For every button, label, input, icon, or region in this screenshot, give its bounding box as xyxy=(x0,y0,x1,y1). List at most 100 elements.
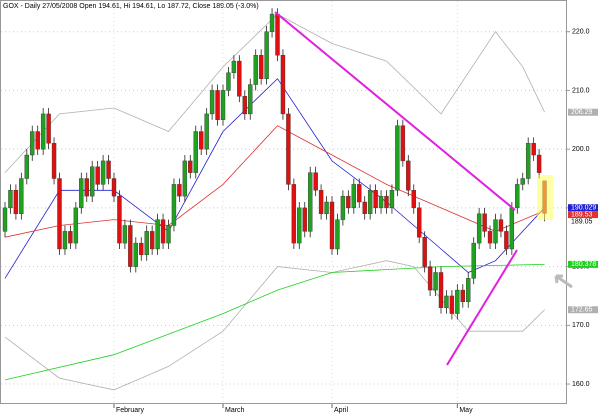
value-label: 189.53 xyxy=(571,212,593,219)
y-tick-label: 210.0 xyxy=(572,87,590,94)
candle-body xyxy=(79,178,84,209)
candle-body xyxy=(106,160,111,179)
candle-body xyxy=(531,143,536,156)
candle-body xyxy=(536,154,542,173)
value-label: 190.029 xyxy=(571,205,596,212)
candle-body xyxy=(24,154,29,179)
indicator-line xyxy=(4,125,545,238)
candle-body xyxy=(417,207,422,238)
candle-body xyxy=(280,54,286,115)
candle-body xyxy=(504,231,509,250)
candle-body xyxy=(73,207,79,244)
candle-body xyxy=(406,160,411,191)
candle-body xyxy=(302,207,307,232)
value-label: 180.378 xyxy=(571,261,596,268)
value-label-box xyxy=(568,306,598,314)
candle-body xyxy=(128,225,133,267)
candle-body xyxy=(487,231,493,244)
candle-body xyxy=(351,184,356,209)
candle-body xyxy=(46,113,51,144)
y-tick-label: 170.0 xyxy=(572,322,590,329)
chart-title: GOX - Daily 27/05/2008 Open 194.61, Hi 1… xyxy=(3,3,259,10)
candle-body xyxy=(264,31,269,79)
candle-body xyxy=(515,184,520,209)
candle-body xyxy=(427,266,433,291)
candle-body xyxy=(100,160,106,185)
candle-body xyxy=(378,195,384,209)
y-tick-label: 220.0 xyxy=(572,29,590,36)
candle-body xyxy=(269,13,275,32)
candle-body xyxy=(329,201,335,250)
candle-body xyxy=(215,90,220,120)
candle-body xyxy=(389,190,395,209)
candle-body xyxy=(209,90,215,115)
candle-body xyxy=(2,207,8,232)
candle-body xyxy=(51,143,57,179)
candle-body xyxy=(324,201,329,214)
candle-body xyxy=(460,289,465,303)
x-tick-label: February xyxy=(116,407,145,414)
candle-body xyxy=(253,54,258,85)
candle-body xyxy=(433,272,438,291)
value-label-box xyxy=(568,211,598,219)
candle-body xyxy=(30,131,35,156)
candle-body xyxy=(395,125,400,191)
candle-body xyxy=(13,190,19,214)
x-tick-label: April xyxy=(334,407,348,414)
candle-body xyxy=(357,184,362,203)
candle-body xyxy=(122,225,128,244)
value-label: 172.65 xyxy=(571,307,593,314)
candle-body xyxy=(204,113,209,150)
indicator-line xyxy=(4,13,545,173)
candle-body xyxy=(308,172,313,232)
value-label-box xyxy=(568,204,598,212)
candle-body xyxy=(220,90,226,120)
candle-body xyxy=(509,207,515,250)
x-tick-label: May xyxy=(459,407,473,414)
x-tick-label: March xyxy=(225,407,245,414)
candle-body xyxy=(444,295,449,308)
candle-body xyxy=(166,225,171,244)
candle-body xyxy=(482,213,487,232)
candle-body xyxy=(155,219,160,250)
candle-body xyxy=(297,207,302,244)
candle-body xyxy=(449,295,455,314)
candle-body xyxy=(455,289,460,314)
arrow xyxy=(554,274,573,289)
candle-body xyxy=(111,178,117,197)
candle-body xyxy=(149,231,155,250)
trend-line xyxy=(446,249,518,366)
candle-body xyxy=(117,195,122,244)
candle-body xyxy=(57,178,62,250)
highlight-box xyxy=(537,175,553,220)
candle-body xyxy=(35,131,40,150)
y-tick-label: 160.0 xyxy=(572,381,590,388)
candle-body xyxy=(340,195,346,220)
plot: 160.0170.0180.0190.0200.0210.0220.0Febru… xyxy=(1,1,590,414)
value-label-box xyxy=(568,260,598,268)
candle-body xyxy=(411,190,416,209)
candle-body xyxy=(493,219,498,244)
candle-body xyxy=(346,195,351,209)
candle-body xyxy=(89,166,95,197)
candle-body xyxy=(237,60,242,97)
candle-body xyxy=(19,178,24,214)
candle-body xyxy=(313,172,318,191)
value-label: 189.05 xyxy=(571,219,593,226)
candle-body xyxy=(133,242,139,267)
candle-body xyxy=(160,219,166,244)
y-tick-label: 200.0 xyxy=(572,146,590,153)
candle-body xyxy=(335,219,340,250)
candle-body xyxy=(188,160,193,173)
candle-body xyxy=(182,160,188,197)
candle-body xyxy=(520,178,525,185)
candle-body xyxy=(367,190,373,214)
candle-body xyxy=(68,231,73,244)
candle-body xyxy=(62,231,68,250)
value-label-box xyxy=(568,218,598,226)
value-label: 206.29 xyxy=(571,109,593,116)
value-label-box xyxy=(568,108,598,116)
candle-body xyxy=(248,84,253,115)
